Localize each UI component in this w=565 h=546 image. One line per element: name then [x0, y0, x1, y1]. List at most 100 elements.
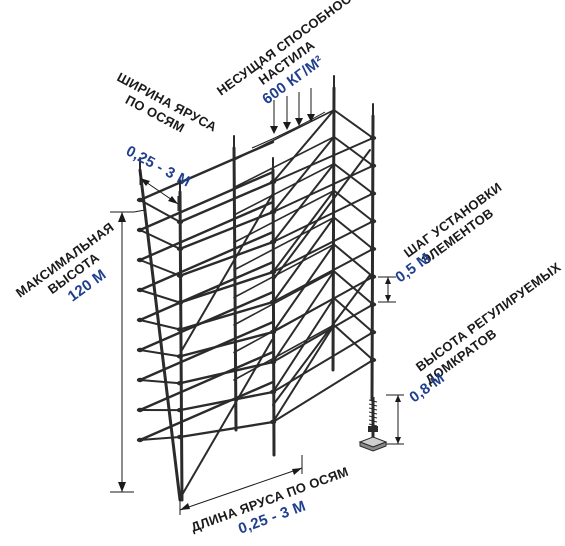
tier-length-label: ДЛИНА ЯРУСА ПО ОСЯМ 0,25 - 3 М [189, 464, 351, 538]
ledger [178, 420, 275, 439]
rosette [369, 246, 377, 252]
rosette [136, 347, 144, 353]
ledger [272, 135, 335, 213]
rosette [369, 219, 377, 224]
ledger [233, 243, 335, 299]
load-capacity-label: НЕСУЩАЯ СПОСОБНОСТЬ НАСТИЛА 600 КГ/М² [214, 0, 368, 108]
rosette [136, 287, 144, 293]
ledger [138, 320, 275, 382]
rosette [176, 407, 184, 413]
tier-width-value: 0,25 - 3 М [123, 143, 193, 191]
rosette [269, 239, 277, 245]
ledger [233, 162, 335, 216]
rosette [136, 317, 144, 323]
rosette [369, 191, 377, 196]
tier-width-value-wrap: 0,25 - 3 М [123, 143, 193, 191]
dimension-tier-width [139, 170, 179, 211]
ledger [272, 359, 374, 423]
rosette [136, 437, 144, 443]
transom [333, 109, 374, 139]
rosette [369, 302, 377, 307]
transom [139, 436, 181, 441]
ledger [138, 170, 275, 232]
transom [333, 162, 374, 195]
tier-width-label: ШИРИНА ЯРУСА ПО ОСЯМ [115, 69, 220, 135]
diagonal-brace [272, 149, 371, 281]
diagonal-brace [272, 274, 371, 406]
ledger [138, 260, 275, 322]
ledger [272, 189, 335, 273]
dimension-max-height [110, 209, 146, 493]
ledger [272, 137, 374, 183]
rosette [176, 354, 184, 359]
transom [333, 189, 374, 223]
rosette [269, 269, 277, 275]
ledger [233, 109, 335, 161]
ledger [138, 230, 275, 292]
rosette [136, 197, 144, 203]
ledger [272, 192, 374, 243]
ledger [233, 136, 335, 189]
ledger [272, 270, 335, 363]
ledger [138, 290, 275, 352]
ledger [178, 180, 275, 224]
dimension-jack-height [386, 394, 404, 445]
transom [139, 259, 181, 277]
rosette [369, 274, 377, 279]
dimension-tier-length [179, 455, 303, 515]
standard-post [232, 146, 238, 432]
rosette [136, 227, 144, 233]
load-arrows-icon [251, 88, 326, 149]
rosette [369, 163, 377, 168]
transom [333, 270, 374, 306]
transom [139, 379, 181, 385]
ledger [178, 270, 275, 304]
transom [139, 319, 181, 331]
rosette [269, 209, 277, 215]
max-height-label: МАКСИМАЛЬНАЯ ВЫСОТА 120 М [13, 219, 117, 305]
adjustable-jack-icon [358, 397, 388, 452]
transom [333, 297, 374, 334]
rosette [176, 246, 184, 252]
transom [333, 135, 374, 167]
ledger [233, 297, 335, 354]
transom [333, 216, 374, 250]
jack-height-label: ВЫСОТА РЕГУЛИРУЕМЫХ ДОМКРАТОВ [413, 259, 564, 387]
ledger [272, 297, 335, 393]
ledger [272, 109, 335, 183]
ledger [272, 162, 335, 243]
standard-post [178, 190, 184, 502]
ledger [272, 164, 374, 213]
ledger [272, 303, 374, 363]
transom [139, 199, 181, 223]
transom [333, 324, 374, 361]
standard-post [370, 114, 375, 402]
ledger [138, 380, 275, 442]
scaffold-structure [136, 75, 377, 502]
standard-post [138, 168, 182, 502]
rosette [176, 381, 184, 386]
diagonal-brace [181, 339, 273, 496]
rosette [269, 389, 277, 395]
ledger [138, 350, 275, 412]
transom [333, 243, 374, 278]
ledger [233, 216, 335, 271]
rosette [369, 135, 377, 141]
ledger [178, 330, 275, 358]
transom [139, 289, 181, 304]
rosette [176, 434, 184, 440]
rosette [136, 377, 144, 383]
rosette [269, 359, 277, 365]
rosette [369, 357, 377, 363]
ledger [272, 324, 335, 423]
ledger [233, 189, 335, 244]
ledger [178, 240, 275, 277]
rosette [176, 273, 184, 278]
ledger [272, 220, 374, 273]
jack-height-title: ВЫСОТА РЕГУЛИРУЕМЫХ [413, 259, 564, 374]
transom [139, 349, 181, 358]
ledger [233, 270, 335, 326]
ledger [233, 324, 335, 381]
rosette [369, 330, 377, 335]
